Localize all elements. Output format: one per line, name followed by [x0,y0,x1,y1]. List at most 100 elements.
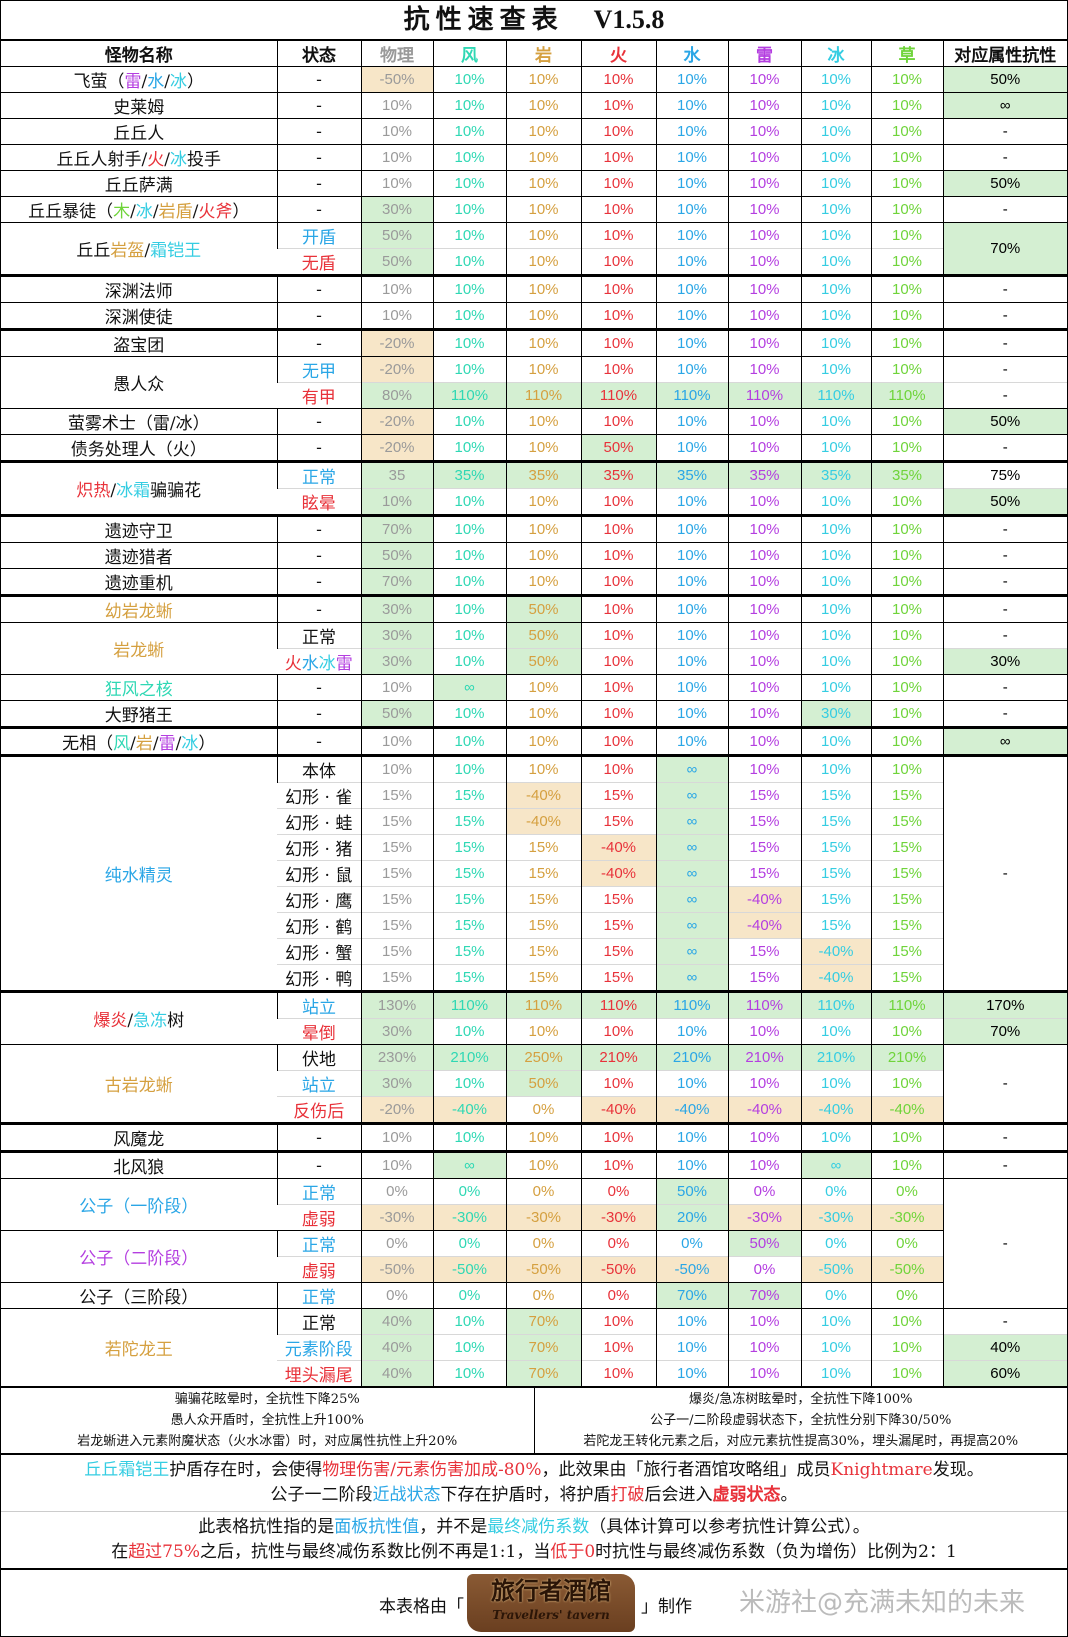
table-row: 幻形 · 雀 15% 15% -40% 15% ∞ 15% 15% 15% [1,782,1067,809]
resist-value-火: 10% [580,568,656,596]
resist-value-物理: 230% [360,1044,433,1071]
resist-value-草: 10% [870,594,943,623]
state-cell: 正常 [276,1308,361,1335]
resist-value-岩: 70% [505,1360,581,1386]
resist-value-火: 10% [580,1070,656,1097]
resist-value-火: 0% [580,1230,656,1257]
resist-value-风: -50% [432,1256,506,1283]
resist-value-物理: 30% [360,594,433,623]
text-segment: 超过75% [128,1542,200,1562]
resist-value-草: 210% [870,1044,943,1071]
text-segment: 急冻 [133,1011,168,1031]
resist-value-雷: 70% [727,1282,801,1309]
resist-value-物理: 50% [360,222,433,249]
matching-element-resist: - [942,1122,1067,1152]
monster-name: 飞萤（雷/水/冰） [1,67,277,93]
matching-element-resist: 60% [942,1360,1067,1386]
text-segment: 纯水精灵 [104,866,173,886]
resist-value-雷: 10% [727,196,801,223]
resist-value-火: 10% [580,622,656,649]
resist-value-雷: -40% [727,912,801,939]
state-cell: 无盾 [277,248,361,276]
paragraph-line: 此表格抗性指的是面板抗性值，并不是最终减伤系数（具体计算可以参考抗性计算公式）。 [1,1515,1067,1540]
text-segment: / [110,481,117,501]
text-segment: 岩盾 [158,202,193,222]
resist-value-雷: 10% [727,568,801,596]
resist-value-物理: 30% [360,196,433,223]
text-segment: / [130,734,136,754]
resist-value-冰: 10% [800,1334,871,1361]
resist-value-草: 10% [870,514,943,543]
resist-value-物理: 10% [360,754,433,783]
text-segment: 时抗性与最终减伤系数（负为增伤）比例为2：1 [595,1542,957,1562]
resist-value-火: 10% [580,248,656,276]
resist-value-冰: 10% [800,408,871,435]
resist-value-岩: 50% [505,594,581,623]
matching-element-resist: - [942,144,1067,171]
resist-value-风: -30% [432,1204,506,1231]
table-row: 炽热/冰霜骗骗花 正常 35 35% 35% 35% 35% 35% 35% 35% 75% [1,460,1067,516]
resist-value-物理: 15% [360,860,433,887]
resist-value-风: 10% [432,514,506,543]
matching-element-resist: - [942,594,1067,623]
state-cell: - [276,568,361,596]
resist-value-风: 110% [432,382,506,409]
resist-value-草: 10% [870,408,943,435]
text-segment: / [164,72,170,92]
table-row: 元素阶段 40% 10% 70% 10% 10% 10% 10% 10% 40% [1,1334,1067,1361]
resist-value-物理: 30% [360,648,433,675]
resist-value-水: 10% [655,408,728,435]
resist-value-岩: 50% [505,648,581,675]
resist-value-草: 10% [870,648,943,675]
matching-element-resist: - [942,1178,1067,1309]
resist-value-物理: 15% [360,782,433,809]
matching-element-resist: 50% [942,66,1067,93]
resist-value-冰: 10% [800,196,871,223]
resist-value-火: 10% [580,514,656,543]
resist-value-草: 10% [870,1018,943,1045]
monster-name: 岩龙蜥 [1,622,277,675]
text-segment: 岩盔 [110,241,145,261]
text-segment: 冰 [135,202,153,222]
resist-value-冰: -50% [800,1256,871,1283]
resist-value-风: 10% [432,622,506,649]
text-segment: / [144,241,151,261]
resist-value-火: 10% [580,274,656,303]
text-segment: ） [232,202,250,222]
resist-value-岩: 0% [505,1096,581,1124]
resist-value-雷: 10% [727,1334,801,1361]
matching-element-resist: - [942,1150,1067,1179]
state-cell: - [276,274,361,303]
state-cell: - [276,118,361,145]
text-segment: 公子（一阶段） [79,1197,199,1217]
table-row: 眩晕 10% 10% 10% 10% 10% 10% 10% 10% 50% [1,488,1067,516]
resist-value-物理: -20% [360,1096,433,1124]
resist-value-雷: 10% [727,754,801,783]
resist-value-风: 0% [432,1178,506,1205]
text-segment: Knightmare [830,1460,933,1480]
resist-value-水: 10% [655,274,728,303]
resist-value-火: -50% [580,1256,656,1283]
table-row: 岩龙蜥 正常 30% 10% 50% 10% 10% 10% 10% 10% - [1,622,1067,675]
resist-value-冰: 15% [800,912,871,939]
resist-value-雷: 15% [727,860,801,887]
text-segment: 霜铠王 [150,241,202,261]
matching-element-resist: 70% [942,222,1067,276]
resist-value-风: 10% [432,302,506,330]
resist-value-冰: 210% [800,1044,871,1071]
table-row: 丘丘暴徒（木/冰/岩盾/火斧） -30% 10% 10% 10% 10% 10% 10% 10%… [1,196,1067,223]
matching-element-resist: - [942,514,1067,543]
resist-value-冰: -40% [800,964,871,992]
monster-name: 公子（二阶段） [1,1230,277,1283]
resist-value-火: 10% [580,92,656,119]
text-segment: 若陀龙王 [104,1340,173,1360]
text-segment: 水 [147,72,165,92]
resist-value-物理: 15% [360,834,433,861]
resist-value-物理: 15% [360,964,433,992]
text-segment: 近战状态 [372,1485,441,1505]
resist-value-水: 10% [655,1334,728,1361]
resist-value-雷: 10% [727,356,801,383]
resist-value-风: 10% [432,1070,506,1097]
resist-value-物理: 70% [360,514,433,543]
resist-value-水: 10% [655,248,728,276]
